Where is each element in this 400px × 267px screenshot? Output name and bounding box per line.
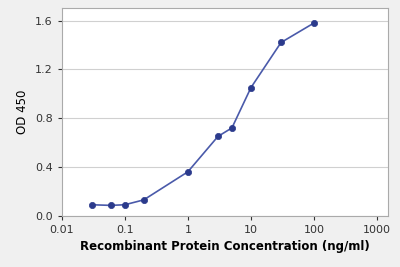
- Y-axis label: OD 450: OD 450: [16, 90, 29, 134]
- X-axis label: Recombinant Protein Concentration (ng/ml): Recombinant Protein Concentration (ng/ml…: [80, 240, 370, 253]
